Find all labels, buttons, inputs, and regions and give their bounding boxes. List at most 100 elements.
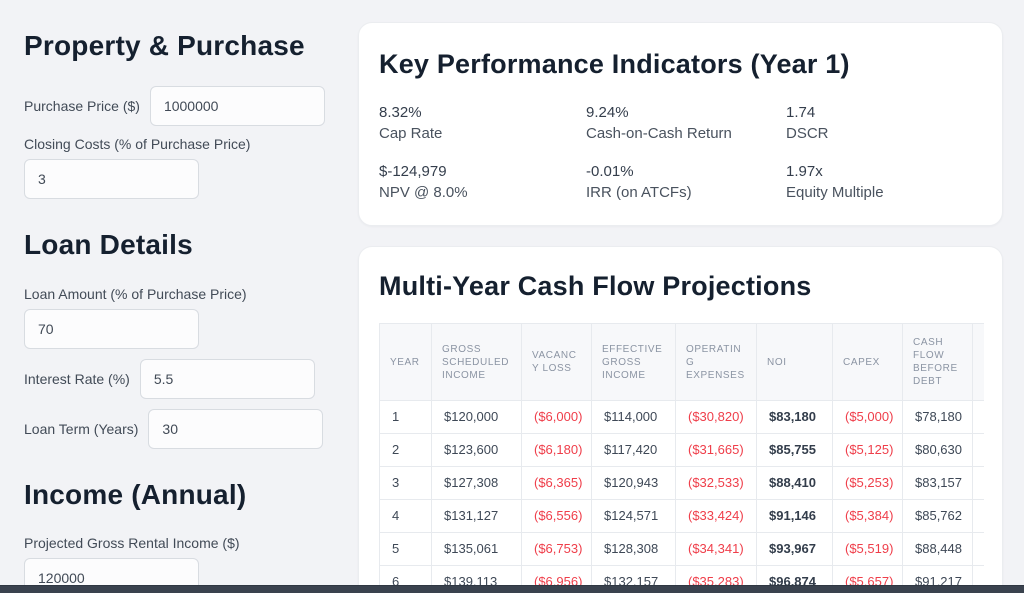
purchase-price-input[interactable] bbox=[149, 86, 325, 127]
column-clipped bbox=[972, 323, 984, 401]
results-content: Key Performance Indicators (Year 1) 8.32… bbox=[340, 0, 1024, 593]
table-cell: ($5,000) bbox=[832, 400, 903, 434]
projections-card-title: Multi-Year Cash Flow Projections bbox=[379, 271, 812, 301]
table-cell: $78,180 bbox=[902, 400, 973, 434]
field-loan-term: Loan Term (Years) bbox=[24, 408, 324, 449]
table-cell: 1 bbox=[379, 400, 432, 434]
horizontal-scrollbar[interactable] bbox=[0, 585, 1024, 593]
table-cell: ($5,519) bbox=[832, 532, 903, 566]
table-row: 3 $127,308 ($6,365) $120,943 ($32,533) $88,41… bbox=[379, 466, 984, 500]
column-cash-flow-before-debt: Cash Flow Before Debt bbox=[902, 323, 973, 401]
table-cell: $123,600 bbox=[431, 433, 522, 467]
table-row: 1 $120,000 ($6,000) $114,000 ($30,820) $83,18… bbox=[379, 400, 984, 434]
purchase-price-label: Purchase Price ($) bbox=[24, 98, 140, 115]
kpi-irr: -0.01% IRR (on ATCFs) bbox=[586, 161, 786, 203]
kpi-value: 9.24% bbox=[586, 104, 629, 121]
table-cell-clipped bbox=[972, 400, 984, 434]
inputs-sidebar: Property & Purchase Purchase Price ($) C… bbox=[0, 0, 340, 593]
table-cell: ($6,365) bbox=[521, 466, 592, 500]
closing-costs-input[interactable] bbox=[24, 159, 199, 200]
kpi-value: 1.74 bbox=[786, 104, 816, 121]
column-operating-expenses: Operating Expenses bbox=[675, 323, 757, 401]
table-cell: ($31,665) bbox=[675, 433, 757, 467]
table-cell: ($30,820) bbox=[675, 400, 757, 434]
table-cell-clipped bbox=[972, 433, 984, 467]
loan-term-input[interactable] bbox=[148, 408, 324, 449]
table-cell: ($5,384) bbox=[832, 499, 903, 533]
section-income-annual: Income (Annual) Projected Gross Rental I… bbox=[24, 477, 316, 593]
table-cell: $120,943 bbox=[591, 466, 676, 500]
table-cell: $83,180 bbox=[756, 400, 833, 434]
field-purchase-price: Purchase Price ($) bbox=[24, 86, 325, 127]
table-row: 5 $135,061 ($6,753) $128,308 ($34,341) $93,96… bbox=[379, 532, 984, 566]
table-cell-clipped bbox=[972, 532, 984, 566]
table-cell: $135,061 bbox=[431, 532, 522, 566]
table-cell: ($34,341) bbox=[675, 532, 757, 566]
loan-term-label: Loan Term (Years) bbox=[24, 420, 139, 437]
table-cell: $83,157 bbox=[902, 466, 973, 500]
table-row: 2 $123,600 ($6,180) $117,420 ($31,665) $85,75… bbox=[379, 433, 984, 467]
column-year: Year bbox=[379, 323, 432, 401]
section-property-purchase: Property & Purchase Purchase Price ($) C… bbox=[24, 28, 325, 200]
kpi-cap-rate: 8.32% Cap Rate bbox=[379, 102, 586, 144]
table-cell: $85,755 bbox=[756, 433, 833, 467]
gross-rental-income-label: Projected Gross Rental Income ($) bbox=[24, 535, 240, 552]
section-title-income-annual: Income (Annual) bbox=[24, 478, 247, 510]
table-cell: ($5,253) bbox=[832, 466, 903, 500]
table-row: 4 $131,127 ($6,556) $124,571 ($33,424) $91,14… bbox=[379, 499, 984, 533]
table-cell: ($6,000) bbox=[521, 400, 592, 434]
table-cell: $88,410 bbox=[756, 466, 833, 500]
loan-amount-input[interactable] bbox=[24, 308, 199, 349]
table-cell: ($6,180) bbox=[521, 433, 592, 467]
table-cell: 2 bbox=[379, 433, 432, 467]
table-cell: ($32,533) bbox=[675, 466, 757, 500]
kpi-dscr: 1.74 DSCR bbox=[786, 102, 974, 144]
column-vacancy-loss: Vacancy Loss bbox=[521, 323, 592, 401]
table-cell: ($6,556) bbox=[521, 499, 592, 533]
interest-rate-label: Interest Rate (%) bbox=[24, 370, 130, 387]
column-gross-scheduled-income: Gross Scheduled Income bbox=[431, 323, 522, 401]
kpi-label: Cash-on-Cash Return bbox=[586, 125, 732, 142]
kpi-value: 8.32% bbox=[379, 104, 422, 121]
table-cell: $117,420 bbox=[591, 433, 676, 467]
table-cell: $128,308 bbox=[591, 532, 676, 566]
table-cell: $124,571 bbox=[591, 499, 676, 533]
kpi-label: IRR (on ATCFs) bbox=[586, 184, 692, 201]
kpi-value: $-124,979 bbox=[379, 163, 447, 180]
field-loan-amount: Loan Amount (% of Purchase Price) bbox=[24, 286, 316, 349]
column-effective-gross-income: Effective Gross Income bbox=[591, 323, 676, 401]
table-cell-clipped bbox=[972, 499, 984, 533]
table-cell: $91,146 bbox=[756, 499, 833, 533]
section-title-loan-details: Loan Details bbox=[24, 229, 193, 261]
kpi-value: -0.01% bbox=[586, 163, 634, 180]
projections-table-body: 1 $120,000 ($6,000) $114,000 ($30,820) $83,18… bbox=[379, 400, 984, 593]
table-cell: $114,000 bbox=[591, 400, 676, 434]
kpi-label: NPV @ 8.0% bbox=[379, 184, 468, 201]
closing-costs-label: Closing Costs (% of Purchase Price) bbox=[24, 136, 251, 153]
table-cell: $93,967 bbox=[756, 532, 833, 566]
column-noi: NOI bbox=[756, 323, 833, 401]
section-title-property-purchase: Property & Purchase bbox=[24, 30, 305, 61]
kpi-card-title: Key Performance Indicators (Year 1) bbox=[379, 49, 850, 79]
interest-rate-input[interactable] bbox=[139, 358, 315, 399]
kpi-grid: 8.32% Cap Rate 9.24% Cash-on-Cash Return… bbox=[379, 102, 974, 203]
table-cell: 4 bbox=[379, 499, 432, 533]
kpi-npv: $-124,979 NPV @ 8.0% bbox=[379, 161, 586, 203]
table-cell: ($6,753) bbox=[521, 532, 592, 566]
field-closing-costs: Closing Costs (% of Purchase Price) bbox=[24, 136, 316, 200]
table-header-row: Year Gross Scheduled Income Vacancy Loss… bbox=[379, 323, 984, 401]
table-scroll-container[interactable]: Year Gross Scheduled Income Vacancy Loss… bbox=[379, 323, 984, 593]
column-capex: CapEx bbox=[832, 323, 903, 401]
kpi-card: Key Performance Indicators (Year 1) 8.32… bbox=[358, 22, 1003, 226]
kpi-cash-on-cash: 9.24% Cash-on-Cash Return bbox=[586, 102, 786, 144]
table-cell: ($33,424) bbox=[675, 499, 757, 533]
field-interest-rate: Interest Rate (%) bbox=[24, 358, 316, 399]
projections-card: Multi-Year Cash Flow Projections Year Gr… bbox=[358, 246, 1003, 593]
kpi-equity-multiple: 1.97x Equity Multiple bbox=[786, 161, 974, 203]
kpi-label: Cap Rate bbox=[379, 125, 443, 142]
table-cell: $88,448 bbox=[902, 532, 973, 566]
section-loan-details: Loan Details Loan Amount (% of Purchase … bbox=[24, 227, 324, 449]
projections-table: Year Gross Scheduled Income Vacancy Loss… bbox=[379, 323, 984, 593]
table-cell-clipped bbox=[972, 466, 984, 500]
